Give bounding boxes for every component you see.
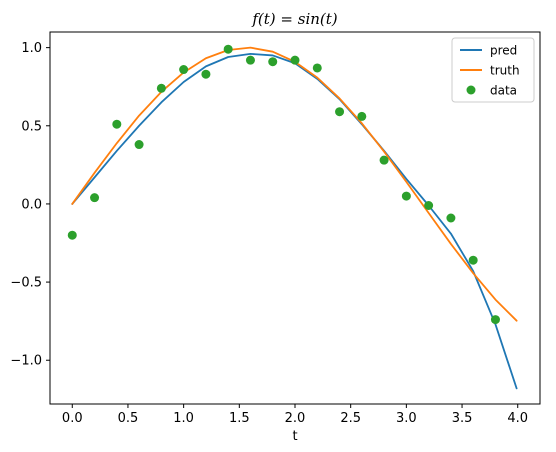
data-point (379, 155, 389, 165)
legend-label-pred: pred (490, 44, 517, 58)
x-tick-label: 1.0 (173, 411, 194, 426)
x-tick-label: 3.0 (396, 411, 417, 426)
x-tick-label: 0.5 (118, 411, 139, 426)
legend-label-data: data (490, 84, 517, 98)
data-point (290, 55, 300, 65)
y-tick-label: 0.5 (21, 119, 42, 134)
x-tick-label: 2.0 (285, 411, 306, 426)
x-axis-label: t (292, 429, 297, 444)
x-tick-label: 2.5 (340, 411, 361, 426)
data-point (223, 44, 233, 54)
data-point (156, 83, 166, 93)
data-point (90, 193, 100, 203)
x-tick-label: 3.5 (452, 411, 473, 426)
y-tick-label: 1.0 (21, 41, 42, 56)
data-point (312, 63, 322, 73)
legend-label-truth: truth (490, 64, 520, 78)
data-point (179, 65, 189, 75)
data-point (490, 315, 500, 325)
legend-swatch-data (466, 85, 476, 95)
y-tick-label: 0.0 (21, 197, 42, 212)
data-point (335, 107, 345, 117)
data-point (134, 140, 144, 150)
data-point (357, 111, 367, 121)
data-point (112, 119, 122, 129)
data-point (468, 255, 478, 265)
x-tick-label: 0.0 (62, 411, 83, 426)
plot-area: 0.0 0.5 1.0 1.5 2.0 2.5 3.0 3.5 4.0 1.0 0.5 0.0 −0.5… (10, 31, 541, 426)
data-point (424, 200, 434, 210)
data-point (446, 213, 456, 223)
chart-title: f(t) = sin(t) (251, 10, 337, 28)
data-point (401, 191, 411, 201)
data-point (201, 69, 211, 79)
data-point (268, 57, 278, 67)
x-tick-label: 4.0 (507, 411, 528, 426)
y-tick-label: −1.0 (10, 354, 42, 369)
data-point (67, 230, 77, 240)
data-point (245, 55, 255, 65)
x-tick-label: 1.5 (229, 411, 250, 426)
y-tick-label: −0.5 (10, 276, 42, 291)
legend: pred truth data (451, 37, 535, 103)
